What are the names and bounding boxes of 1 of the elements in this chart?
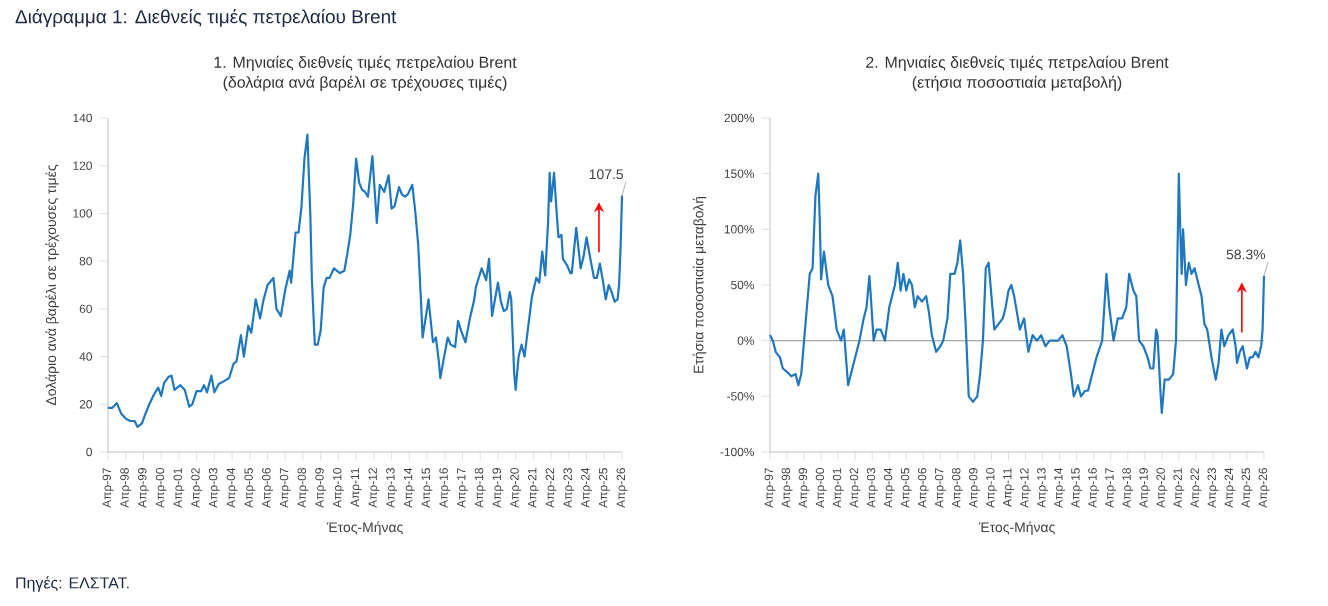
text: Διάγραμμα 1: Διεθνείς τιμές πετρελαίου Brent: [15, 8, 397, 28]
